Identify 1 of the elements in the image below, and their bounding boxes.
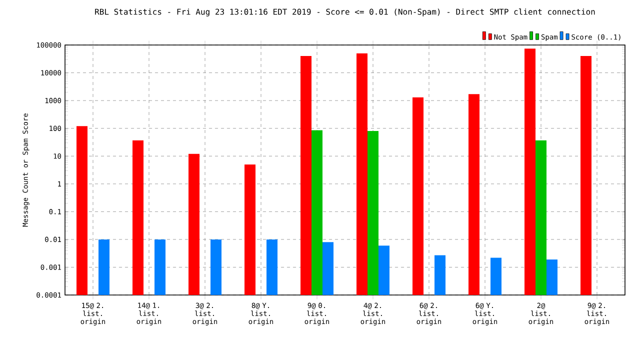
chart-title: RBL Statistics - Fri Aug 23 13:01:16 EDT 2019 - Score <= 0.01 (Non-Spam) - Direct SMTP client connection [95, 8, 595, 16]
